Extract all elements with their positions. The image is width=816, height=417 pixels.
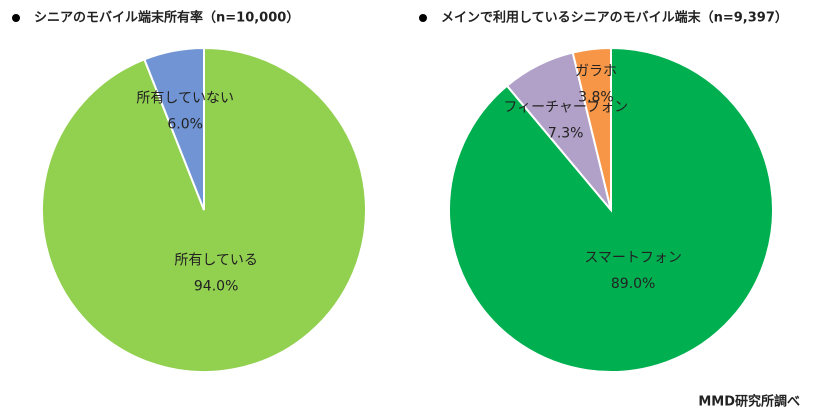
source: MMD研究所調べ (698, 394, 800, 410)
bullet (12, 14, 20, 22)
slice-value: 7.3% (548, 125, 584, 141)
chart-title: シニアのモバイル端末所有率（n=10,000） (34, 10, 299, 26)
slice-value: 3.8% (578, 90, 614, 106)
slice-label: フィーチャーフォン (503, 99, 628, 115)
pie-slice (143, 46, 205, 211)
slice-label: 所有していない (136, 90, 234, 106)
slice-label: ガラホ (575, 64, 617, 80)
bullet (419, 14, 427, 22)
pie-slice (571, 46, 612, 211)
slice-label: 所有している (174, 253, 258, 269)
slice-value: 89.0% (611, 276, 655, 292)
slice-value: 6.0% (167, 116, 203, 132)
chart-title: メインで利用しているシニアのモバイル端末（n=9,397） (441, 10, 788, 26)
slice-value: 94.0% (194, 279, 238, 295)
slice-label: スマートフォン (584, 250, 682, 266)
